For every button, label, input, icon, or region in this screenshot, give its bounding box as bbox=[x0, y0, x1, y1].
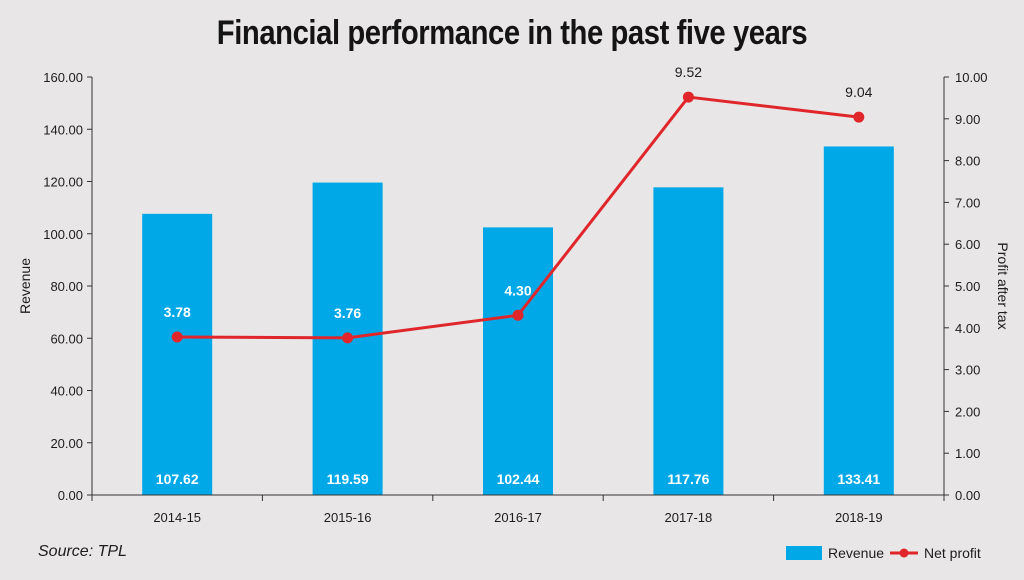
right-axis-tick-label: 2.00 bbox=[955, 404, 980, 419]
revenue-bar bbox=[653, 187, 724, 496]
net-profit-point bbox=[512, 309, 524, 321]
right-axis-tick-label: 9.00 bbox=[955, 112, 980, 127]
revenue-bar-label: 119.59 bbox=[327, 471, 369, 487]
revenue-bar-label: 117.76 bbox=[667, 471, 709, 487]
right-axis-tick-label: 10.00 bbox=[955, 70, 988, 85]
x-axis-tick-label: 2015-16 bbox=[324, 510, 372, 525]
right-axis-tick-label: 5.00 bbox=[955, 279, 980, 294]
legend-revenue-swatch bbox=[786, 546, 822, 560]
left-axis-tick-label: 0.00 bbox=[58, 488, 83, 503]
revenue-bar bbox=[142, 213, 213, 495]
x-axis-tick-label: 2018-19 bbox=[835, 510, 883, 525]
net-profit-label: 9.04 bbox=[845, 84, 872, 100]
chart-title: Financial performance in the past five y… bbox=[216, 14, 808, 52]
net-profit-point bbox=[682, 91, 694, 103]
left-axis-tick-label: 20.00 bbox=[50, 436, 83, 451]
left-axis-tick-label: 40.00 bbox=[50, 384, 83, 399]
left-axis-tick-label: 80.00 bbox=[50, 279, 83, 294]
net-profit-point bbox=[342, 332, 354, 344]
revenue-bar-label: 107.62 bbox=[156, 471, 199, 487]
revenue-bar-label: 102.44 bbox=[497, 471, 540, 487]
right-axis-tick-label: 7.00 bbox=[955, 195, 980, 210]
x-axis-tick-label: 2017-18 bbox=[665, 510, 713, 525]
legend-net-profit-label: Net profit bbox=[924, 545, 981, 561]
x-axis-tick-label: 2014-15 bbox=[153, 510, 201, 525]
y-axis-title: Revenue bbox=[17, 258, 33, 314]
left-axis-tick-label: 140.00 bbox=[43, 122, 83, 137]
revenue-bar bbox=[823, 146, 894, 495]
left-axis-tick-label: 160.00 bbox=[43, 70, 83, 85]
x-axis-tick-label: 2016-17 bbox=[494, 510, 542, 525]
revenue-bar bbox=[483, 227, 553, 496]
left-axis-tick-label: 100.00 bbox=[43, 227, 83, 242]
right-axis-tick-label: 3.00 bbox=[955, 363, 980, 378]
y2-axis-title: Profit after tax bbox=[995, 242, 1011, 329]
net-profit-label: 3.78 bbox=[164, 304, 191, 320]
legend-revenue-label: Revenue bbox=[828, 545, 884, 561]
right-axis-tick-label: 1.00 bbox=[955, 446, 980, 461]
source-note: Source: TPL bbox=[38, 543, 127, 560]
revenue-bar-label: 133.41 bbox=[837, 471, 880, 487]
net-profit-point bbox=[171, 331, 183, 343]
net-profit-label: 9.52 bbox=[675, 64, 702, 80]
legend-net-profit-marker bbox=[899, 548, 909, 558]
left-axis-tick-label: 120.00 bbox=[43, 175, 83, 190]
right-axis-tick-label: 8.00 bbox=[955, 154, 980, 169]
net-profit-point bbox=[853, 111, 865, 123]
left-axis-tick-label: 60.00 bbox=[50, 331, 83, 346]
right-axis-tick-label: 6.00 bbox=[955, 237, 980, 252]
right-axis-tick-label: 0.00 bbox=[955, 488, 980, 503]
net-profit-label: 4.30 bbox=[504, 282, 531, 298]
net-profit-label: 3.76 bbox=[334, 305, 361, 321]
right-axis-tick-label: 4.00 bbox=[955, 321, 980, 336]
